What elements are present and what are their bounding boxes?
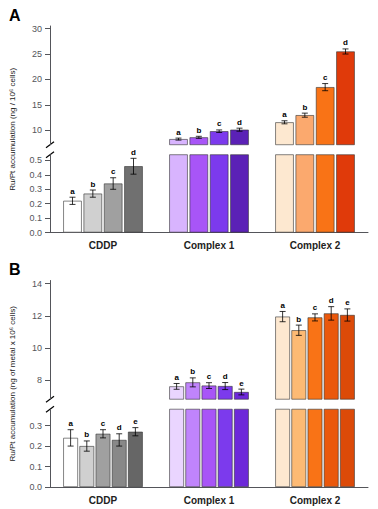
svg-text:14: 14: [32, 279, 42, 289]
svg-text:a: a: [280, 301, 285, 310]
svg-text:CDDP: CDDP: [89, 495, 118, 506]
svg-text:Ru/Pt accumulation (ng / 10⁶ c: Ru/Pt accumulation (ng / 10⁶ cells): [8, 67, 17, 190]
svg-text:A: A: [9, 7, 21, 24]
svg-text:c: c: [323, 73, 328, 82]
svg-text:0.3: 0.3: [29, 184, 42, 194]
svg-text:Complex 2: Complex 2: [290, 495, 341, 506]
svg-text:b: b: [84, 430, 89, 439]
svg-text:c: c: [207, 372, 212, 381]
svg-text:0.0: 0.0: [29, 482, 42, 492]
svg-text:15: 15: [32, 100, 42, 110]
svg-text:b: b: [302, 103, 307, 112]
svg-text:10: 10: [32, 343, 42, 353]
svg-text:a: a: [68, 419, 73, 428]
svg-text:0.3: 0.3: [29, 421, 42, 431]
svg-text:b: b: [296, 315, 301, 324]
svg-text:e: e: [133, 417, 138, 426]
svg-text:d: d: [329, 296, 334, 305]
svg-text:10: 10: [32, 125, 42, 135]
svg-text:a: a: [282, 110, 287, 119]
svg-text:0.1: 0.1: [29, 462, 42, 472]
svg-text:c: c: [111, 167, 116, 176]
svg-text:20: 20: [32, 74, 42, 84]
svg-text:a: a: [176, 128, 181, 137]
svg-text:c: c: [217, 119, 222, 128]
svg-text:b: b: [90, 180, 95, 189]
svg-text:e: e: [239, 379, 244, 388]
svg-text:B: B: [9, 261, 21, 278]
svg-text:d: d: [237, 118, 242, 127]
svg-text:0.2: 0.2: [29, 199, 42, 209]
svg-text:8: 8: [37, 375, 42, 385]
svg-text:a: a: [70, 187, 75, 196]
svg-text:c: c: [101, 419, 106, 428]
svg-text:0.2: 0.2: [29, 441, 42, 451]
svg-text:0.0: 0.0: [29, 228, 42, 238]
svg-text:d: d: [117, 423, 122, 432]
svg-text:0.5: 0.5: [29, 155, 42, 165]
svg-text:12: 12: [32, 311, 42, 321]
svg-text:30: 30: [32, 24, 42, 34]
svg-text:b: b: [196, 126, 201, 135]
svg-text:c: c: [313, 303, 318, 312]
svg-text:Ru/Pt accumulation (ng of meta: Ru/Pt accumulation (ng of metal x 10⁶ ce…: [8, 306, 17, 462]
svg-text:Complex 1: Complex 1: [184, 240, 235, 251]
svg-text:e: e: [345, 298, 350, 307]
svg-text:25: 25: [32, 49, 42, 59]
svg-text:Complex 2: Complex 2: [290, 240, 341, 251]
svg-text:0.1: 0.1: [29, 213, 42, 223]
svg-text:a: a: [174, 373, 179, 382]
svg-text:d: d: [223, 372, 228, 381]
svg-text:b: b: [190, 367, 195, 376]
svg-text:Complex 1: Complex 1: [184, 495, 235, 506]
svg-text:d: d: [343, 38, 348, 47]
svg-text:CDDP: CDDP: [89, 240, 118, 251]
svg-text:0.4: 0.4: [29, 170, 42, 180]
svg-text:d: d: [131, 148, 136, 157]
